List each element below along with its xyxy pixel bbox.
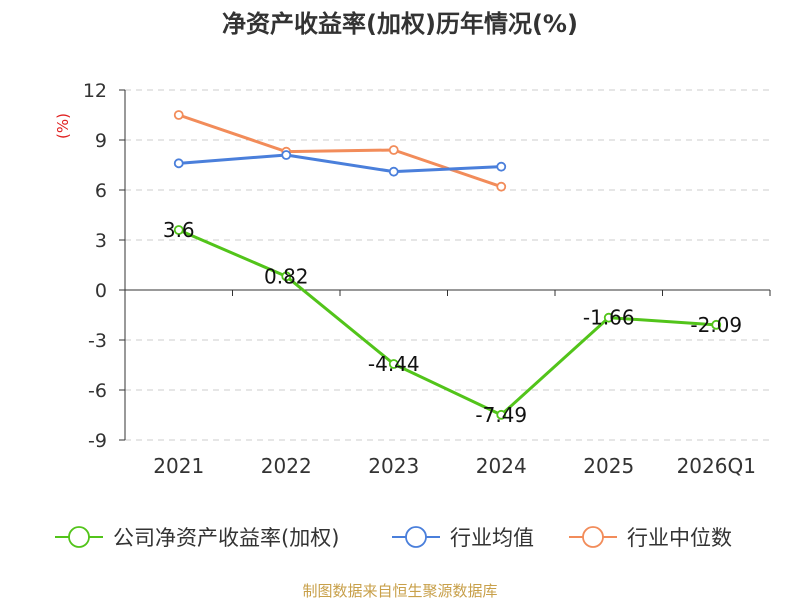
chart-title: 净资产收益率(加权)历年情况(%): [222, 10, 578, 38]
series-lines: [173, 110, 722, 420]
grid-lines: [125, 89, 770, 441]
data-point-2: [173, 110, 184, 120]
x-tick-label: 2024: [476, 454, 527, 478]
data-label: -4.44: [368, 352, 420, 376]
data-label: -7.49: [475, 403, 527, 427]
legend-label: 行业中位数: [627, 526, 732, 550]
x-tick-label: 2026Q1: [677, 454, 756, 478]
y-tick-label: -6: [88, 380, 107, 402]
legend-label: 公司净资产收益率(加权): [113, 526, 339, 550]
y-tick-label: 6: [95, 180, 107, 202]
data-point-0: [281, 271, 292, 282]
legend: 公司净资产收益率(加权) 行业均值 行业中位数: [55, 526, 732, 550]
data-point-0: [496, 409, 507, 420]
data-point-0: [388, 359, 399, 369]
legend-marker: [68, 526, 90, 548]
data-point-1: [496, 161, 507, 172]
legend-marker: [405, 526, 427, 548]
data-label: -1.66: [583, 306, 635, 330]
y-tick-label: 9: [95, 130, 107, 152]
y-tick-label: -9: [88, 430, 107, 452]
data-point-0: [603, 312, 614, 323]
data-point-0: [711, 319, 722, 330]
x-tick-label: 2023: [368, 454, 419, 478]
legend-item: 行业中位数: [569, 526, 732, 550]
source-note: 制图数据来自恒生聚源数据库: [302, 582, 497, 600]
data-point-2: [496, 181, 507, 192]
data-label: 3.6: [163, 218, 195, 242]
legend-marker: [582, 526, 604, 548]
data-labels: 3.6 0.82 -4.44 -7.49 -1.66 -2.09: [163, 218, 742, 427]
axes: 12 9 6 3 0 -3 -6 -9 2021 2022 2023 2024 2025 2026Q1: [83, 80, 771, 478]
y-tick-label: -3: [88, 330, 107, 352]
data-point-1: [281, 150, 292, 160]
y-tick-label: 12: [83, 80, 107, 102]
data-point-1: [388, 166, 399, 177]
data-point-0: [173, 225, 184, 235]
legend-item: 行业均值: [392, 526, 534, 550]
data-point-1: [173, 158, 184, 169]
legend-label: 行业均值: [450, 526, 534, 550]
x-tick-label: 2025: [583, 454, 634, 478]
y-axis-label: (%): [54, 113, 72, 139]
series-line-2: [178, 113, 502, 189]
data-point-2: [388, 145, 399, 155]
series-line-0: [178, 228, 717, 417]
series-line-1: [178, 153, 502, 174]
data-label: -2.09: [690, 313, 742, 337]
y-tick-label: 3: [95, 230, 107, 252]
data-label: 0.82: [264, 264, 309, 288]
x-tick-label: 2022: [261, 454, 312, 478]
y-tick-label: 0: [95, 280, 107, 302]
x-tick-label: 2021: [153, 454, 204, 478]
legend-item: 公司净资产收益率(加权): [55, 526, 339, 550]
